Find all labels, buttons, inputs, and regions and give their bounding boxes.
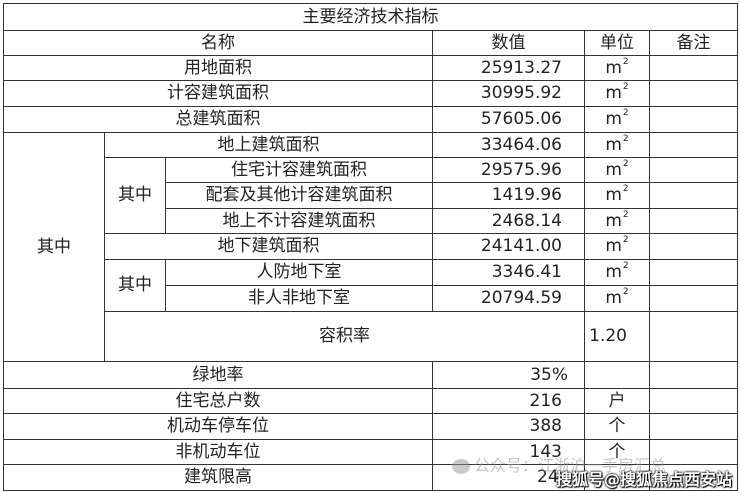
table-row: 用地面积 25913.27 m2: [3, 55, 739, 81]
wechat-watermark: 公众号：江浙沪一手房汇总: [452, 452, 666, 476]
table-row: 机动车停车位 388 个: [3, 413, 739, 440]
header-value: 数值: [432, 30, 585, 56]
table-row: 计容建筑面积 30995.92 m2: [3, 80, 739, 107]
header-note: 备注: [648, 30, 739, 56]
table-row: 容积率 1.20: [4, 311, 739, 362]
unit-cell: m2: [584, 182, 650, 209]
unit-cell: m2: [584, 106, 650, 133]
group-label: 其中: [3, 132, 105, 362]
table-row: 地上不计容建筑面积 2468.14 m2: [4, 208, 739, 234]
unit-cell: m2: [584, 132, 650, 158]
unit-cell: m2: [584, 259, 650, 286]
table-row: 绿地率 35%: [3, 361, 739, 389]
sub-group-label: 其中: [104, 157, 166, 234]
header-unit: 单位: [584, 30, 650, 56]
unit-cell: m2: [584, 157, 650, 183]
header-name: 名称: [3, 30, 433, 56]
sohu-watermark: 搜狐号@搜狐焦点西安站: [556, 470, 733, 489]
unit-cell: m2: [584, 208, 650, 234]
unit-cell: m2: [584, 55, 650, 81]
unit-cell: m2: [584, 233, 650, 260]
unit-cell: m2: [584, 80, 650, 107]
table-row: 其中 人防地下室 3346.41 m2: [4, 259, 739, 312]
table-row: 地下建筑面积 24141.00 m2: [4, 233, 739, 260]
table-row: 非机动车位 143 个: [3, 439, 739, 465]
table-row: 总建筑面积 57605.06 m2: [3, 106, 739, 133]
table-row: 配套及其他计容建筑面积 1419.96 m2: [4, 182, 739, 209]
table-row: 住宅总户数 216 户: [3, 388, 739, 414]
unit-cell: m2: [584, 285, 650, 312]
table-row: 非人非地下室 20794.59 m2: [4, 285, 739, 312]
table-row: 建筑限高 24: [3, 464, 739, 491]
sub-group-label: 其中: [104, 259, 166, 312]
table-row: 其中 地上建筑面积 33464.06 m2: [3, 132, 739, 362]
table-row: 其中 住宅计容建筑面积 29575.96 m2: [4, 157, 739, 234]
wechat-icon: [452, 459, 470, 474]
table-title: 主要经济技术指标: [2, 3, 739, 31]
economic-indicators-table: 主要经济技术指标 名称 数值 单位 备注 用地面积 25913.27 m2 计容…: [2, 3, 739, 491]
